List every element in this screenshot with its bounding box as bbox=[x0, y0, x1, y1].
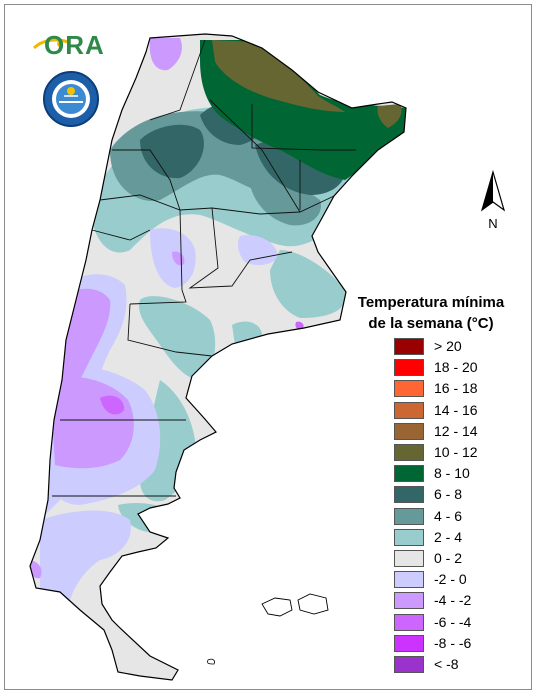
legend-swatch bbox=[394, 634, 424, 652]
legend-label: 4 - 6 bbox=[434, 507, 463, 524]
legend-label: -2 - 0 bbox=[434, 571, 467, 588]
legend-label: -6 - -4 bbox=[434, 613, 472, 630]
legend-item: 6 - 8 bbox=[394, 486, 514, 504]
legend-swatch bbox=[394, 359, 424, 377]
legend-label: 2 - 4 bbox=[434, 528, 463, 545]
legend-label: 8 - 10 bbox=[434, 465, 470, 482]
legend-item: -6 - -4 bbox=[394, 613, 514, 632]
legend-item: < -8 bbox=[394, 656, 514, 674]
legend-swatch bbox=[394, 528, 424, 546]
legend-swatch bbox=[394, 507, 424, 525]
legend-label: 16 - 18 bbox=[434, 380, 478, 397]
legend-item: 8 - 10 bbox=[394, 465, 514, 483]
legend-swatch bbox=[394, 550, 424, 567]
legend-swatch bbox=[394, 486, 424, 504]
legend-item: > 20 bbox=[394, 338, 514, 356]
legend-item: 18 - 20 bbox=[394, 359, 514, 377]
legend-item: -4 - -2 bbox=[394, 592, 514, 610]
legend-label: 18 - 20 bbox=[434, 359, 478, 376]
legend-item: 14 - 16 bbox=[394, 401, 514, 420]
legend-label: 10 - 12 bbox=[434, 444, 478, 460]
legend-label: 6 - 8 bbox=[434, 486, 463, 503]
legend-item: 16 - 18 bbox=[394, 380, 514, 398]
north-arrow-icon: N bbox=[480, 170, 506, 231]
legend-swatch bbox=[394, 571, 424, 589]
legend-label: -8 - -6 bbox=[434, 634, 472, 651]
legend-swatch bbox=[394, 338, 424, 355]
legend-label: 14 - 16 bbox=[434, 401, 478, 418]
legend-label: 12 - 14 bbox=[434, 422, 478, 439]
legend-label: < -8 bbox=[434, 656, 459, 672]
legend-swatch bbox=[394, 592, 424, 610]
legend-swatch bbox=[394, 613, 424, 631]
legend-label: > 20 bbox=[434, 338, 462, 354]
north-label: N bbox=[488, 216, 497, 231]
legend-title-line1: Temperatura mínima bbox=[357, 294, 505, 311]
legend-label: -4 - -2 bbox=[434, 592, 472, 609]
legend-item: 4 - 6 bbox=[394, 507, 514, 526]
legend-title-line2: de la semana (°C) bbox=[368, 315, 494, 332]
ora-logo-text: ORA bbox=[44, 30, 105, 60]
ora-logo-icon bbox=[32, 38, 69, 50]
map-frame bbox=[4, 4, 532, 690]
legend-title: Temperatura mínima de la semana (°C) bbox=[338, 292, 524, 334]
legend-swatch bbox=[394, 444, 424, 461]
legend-item: 2 - 4 bbox=[394, 528, 514, 547]
legend-label: 0 - 2 bbox=[434, 550, 463, 566]
legend-item: -8 - -6 bbox=[394, 634, 514, 653]
legend-item: 10 - 12 bbox=[394, 444, 514, 462]
legend-swatch bbox=[394, 380, 424, 398]
legend-swatch bbox=[394, 656, 424, 673]
smn-seal-icon bbox=[43, 71, 99, 127]
legend-item: 12 - 14 bbox=[394, 422, 514, 441]
legend-item: 0 - 2 bbox=[394, 550, 514, 568]
legend-swatch bbox=[394, 422, 424, 440]
legend-swatch bbox=[394, 401, 424, 419]
legend-item: -2 - 0 bbox=[394, 571, 514, 589]
legend-swatch bbox=[394, 465, 424, 483]
